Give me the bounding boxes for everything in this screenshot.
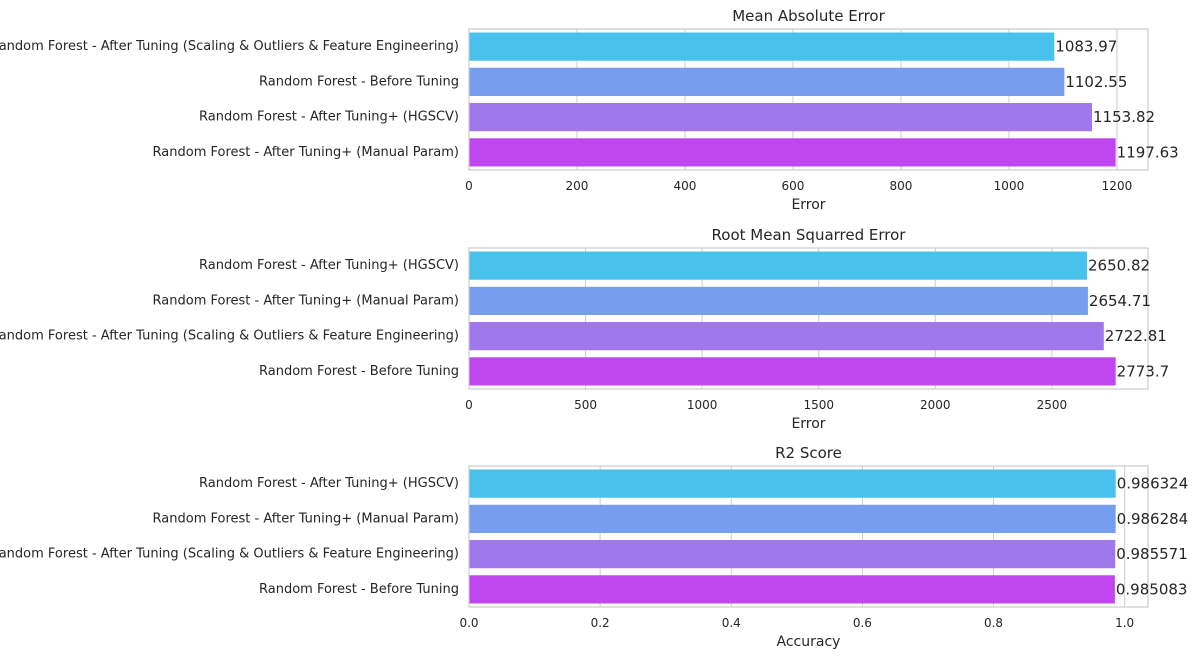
x-tick-label: 2500: [1037, 398, 1068, 412]
x-tick-label: 500: [574, 398, 597, 412]
x-axis-label: Error: [791, 197, 825, 213]
x-tick-label: 0: [465, 179, 473, 193]
data-label: 1083.97: [1055, 38, 1117, 56]
data-label: 1102.55: [1065, 73, 1127, 91]
x-tick-label: 0.6: [853, 616, 872, 630]
bar: [469, 540, 1116, 569]
bar: [469, 575, 1115, 604]
x-tick-label: 0.8: [984, 616, 1003, 630]
x-tick-label: 0: [465, 398, 473, 412]
category-label: Random Forest - After Tuning+ (Manual Pa…: [153, 145, 459, 160]
bar: [469, 286, 1088, 315]
chart-title-rmse: Root Mean Squarred Error: [712, 226, 907, 244]
x-tick-label: 1200: [1102, 179, 1133, 193]
x-tick-label: 1000: [687, 398, 718, 412]
x-tick-label: 400: [674, 179, 697, 193]
category-label: Random Forest - Before Tuning: [259, 364, 459, 379]
data-label: 0.985571: [1116, 545, 1188, 563]
data-label: 2650.82: [1088, 257, 1150, 275]
x-tick-label: 0.0: [459, 616, 478, 630]
bar: [469, 322, 1104, 351]
panel-mae: Random Forest - After Tuning (Scaling & …: [0, 7, 1179, 213]
bar: [469, 67, 1065, 96]
category-label: Random Forest - After Tuning (Scaling & …: [0, 39, 459, 54]
bar: [469, 469, 1116, 498]
panel-r2: Random Forest - After Tuning+ (HGSCV) Ran…: [0, 444, 1188, 650]
category-label: Random Forest - After Tuning (Scaling & …: [0, 547, 459, 562]
x-axis-label: Accuracy: [777, 634, 841, 650]
x-tick-label: 600: [782, 179, 805, 193]
x-tick-label: 2000: [920, 398, 951, 412]
data-label: 2722.81: [1105, 327, 1167, 345]
data-label: 1197.63: [1117, 143, 1179, 161]
panel-rmse: Random Forest - After Tuning+ (HGSCV) Ran…: [0, 226, 1169, 432]
data-label: 0.986324: [1117, 475, 1189, 493]
bar: [469, 103, 1093, 132]
bar: [469, 138, 1116, 167]
category-label: Random Forest - Before Tuning: [259, 582, 459, 597]
x-tick-label: 1.0: [1115, 616, 1134, 630]
plot-frame: [468, 465, 1149, 608]
x-tick-label: 1500: [803, 398, 834, 412]
category-label: Random Forest - After Tuning+ (Manual Pa…: [153, 511, 459, 526]
bar: [469, 504, 1116, 533]
data-label: 0.985083: [1116, 580, 1188, 598]
data-label: 2654.71: [1089, 292, 1151, 310]
category-label: Random Forest - After Tuning+ (HGSCV): [199, 258, 459, 273]
data-label: 2773.7: [1117, 362, 1170, 380]
category-label: Random Forest - After Tuning (Scaling & …: [0, 329, 459, 344]
chart-title-mae: Mean Absolute Error: [732, 7, 885, 25]
bar: [469, 32, 1055, 61]
plot-frame: [468, 28, 1149, 171]
category-label: Random Forest - After Tuning+ (Manual Pa…: [153, 293, 459, 308]
x-axis-label: Error: [791, 416, 825, 432]
data-label: 0.986284: [1117, 510, 1189, 528]
bar: [469, 357, 1116, 386]
x-tick-label: 0.4: [722, 616, 741, 630]
category-label: Random Forest - Before Tuning: [259, 74, 459, 89]
x-tick-label: 1000: [994, 179, 1025, 193]
category-label: Random Forest - After Tuning+ (HGSCV): [199, 110, 459, 125]
x-tick-label: 200: [566, 179, 589, 193]
plot-frame: [468, 247, 1149, 390]
x-tick-label: 800: [890, 179, 913, 193]
chart-title-r2: R2 Score: [775, 444, 842, 462]
x-tick-label: 0.2: [591, 616, 610, 630]
data-label: 1153.82: [1093, 108, 1155, 126]
bar: [469, 251, 1088, 280]
category-label: Random Forest - After Tuning+ (HGSCV): [199, 476, 459, 491]
